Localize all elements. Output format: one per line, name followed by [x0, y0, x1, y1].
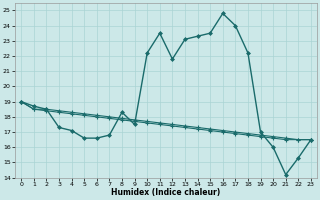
X-axis label: Humidex (Indice chaleur): Humidex (Indice chaleur) — [111, 188, 221, 197]
